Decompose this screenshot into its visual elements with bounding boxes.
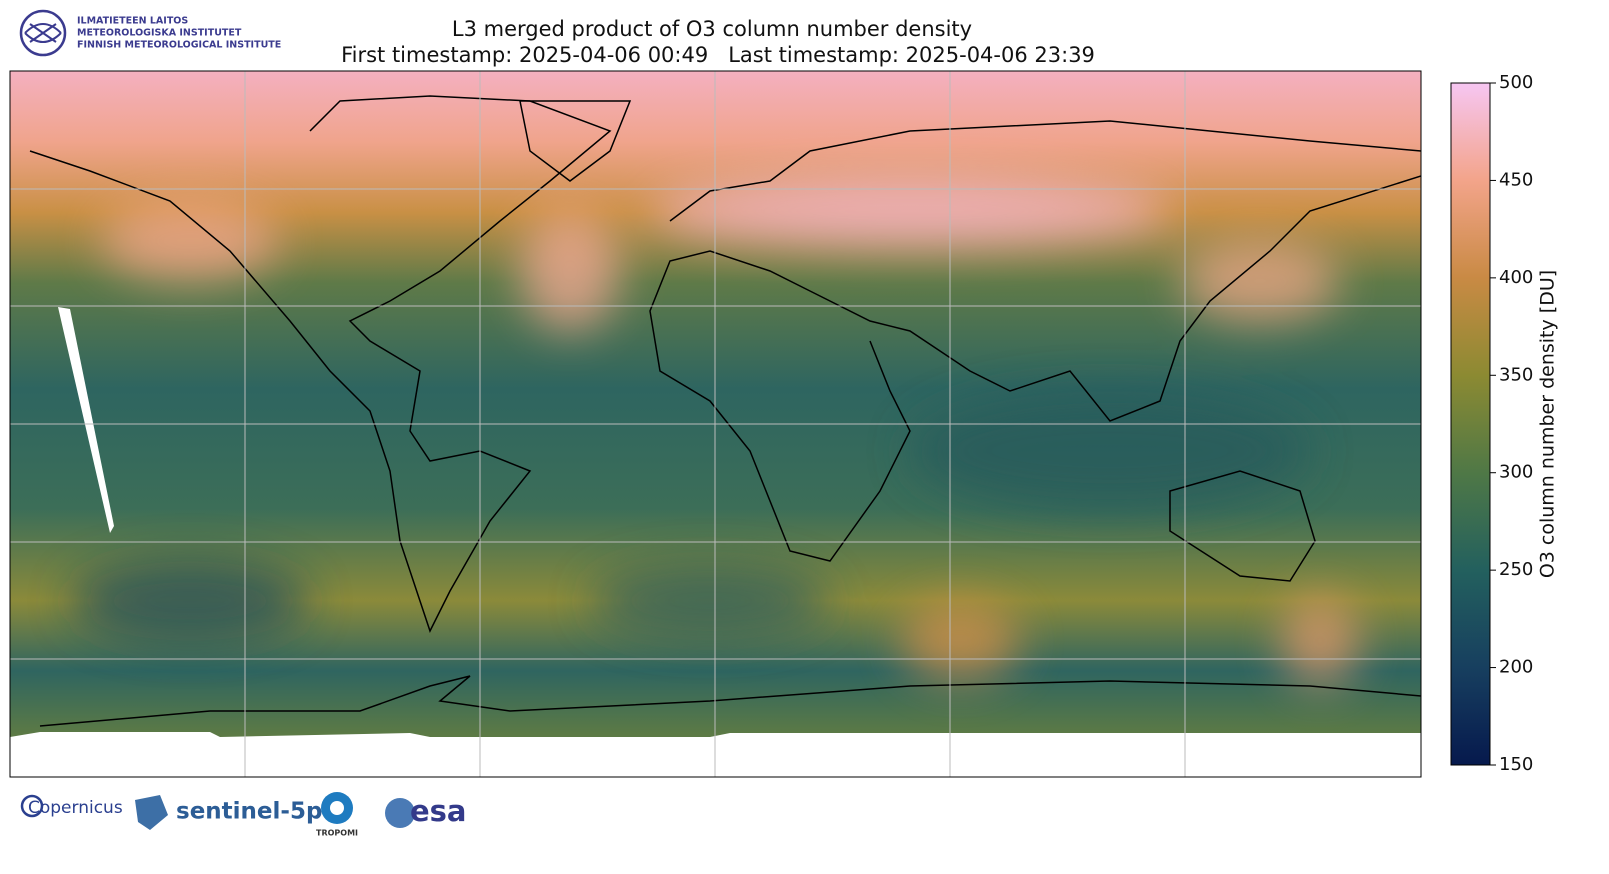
institute-line: FINNISH METEOROLOGICAL INSTITUTE: [77, 40, 281, 51]
colorbar-tick-label: 450: [1499, 169, 1533, 190]
logo-text: TROPOMI: [316, 829, 358, 838]
colorbar-tick-label: 500: [1499, 72, 1533, 93]
logo-text: Copernicus: [28, 798, 123, 818]
colorbar-label: O3 column number density [DU]: [1537, 270, 1559, 578]
colorbar-tick-label: 300: [1499, 462, 1533, 483]
map: [10, 71, 1421, 777]
colorbar-tick-label: 400: [1499, 267, 1533, 288]
colorbar-tick-label: 350: [1499, 364, 1533, 385]
title: L3 merged product of O3 column number de…: [452, 17, 972, 41]
subtitle: First timestamp: 2025-04-06 00:49 Last t…: [341, 43, 1095, 67]
map-frame: [9, 70, 1422, 778]
institute-line: ILMATIETEEN LAITOS: [77, 16, 188, 27]
footer-logos: Copernicus sentinel-5p TROPOMI esa: [20, 792, 467, 838]
colorbar: [1450, 82, 1491, 766]
institute-line: METEOROLOGISKA INSTITUTET: [77, 28, 242, 39]
colorbar-tick-label: 250: [1499, 559, 1533, 580]
logo-text: sentinel-5p: [176, 799, 322, 825]
colorbar-tick-label: 150: [1499, 754, 1533, 775]
logo-text: esa: [410, 794, 467, 828]
colorbar-tick-label: 200: [1499, 657, 1533, 678]
logo-fmi: ILMATIETEEN LAITOS METEOROLOGISKA INSTIT…: [19, 9, 281, 57]
